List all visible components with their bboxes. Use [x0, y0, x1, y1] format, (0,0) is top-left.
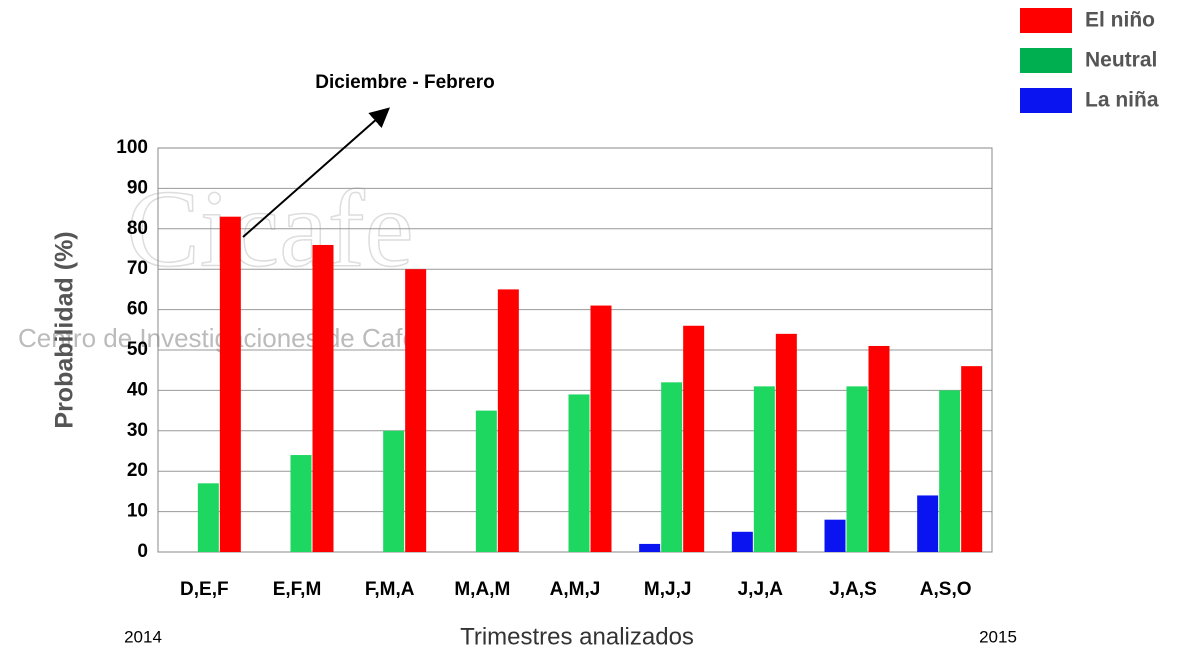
bar	[683, 325, 705, 552]
bar	[961, 366, 983, 552]
bar	[639, 543, 661, 552]
watermark-text: Centro de Investigaciones de Café	[18, 323, 417, 353]
bar	[846, 386, 868, 552]
legend-swatch	[1020, 88, 1072, 113]
bar	[939, 390, 961, 552]
bar	[219, 216, 241, 552]
start-label: 2014	[124, 627, 162, 646]
y-tick-label: 50	[127, 339, 148, 360]
legend-label: El niño	[1085, 9, 1155, 32]
legend-swatch	[1020, 48, 1072, 73]
bar	[731, 531, 753, 552]
y-tick-label: 90	[127, 177, 148, 198]
y-tick-label: 40	[127, 379, 148, 400]
bar	[590, 305, 612, 552]
bar	[568, 394, 590, 552]
bar	[824, 519, 846, 552]
end-label: 2015	[979, 627, 1017, 646]
annotation: Diciembre - Febrero	[315, 72, 495, 93]
x-axis-label: Trimestres analizados	[460, 623, 694, 649]
y-tick-label: 60	[127, 299, 148, 320]
bar	[383, 430, 405, 552]
x-tick-label: A,M,J	[550, 579, 601, 600]
bar	[405, 269, 427, 552]
y-tick-label: 20	[127, 460, 148, 481]
legend-swatch	[1020, 8, 1072, 33]
y-tick-label: 10	[127, 501, 148, 522]
x-tick-label: M,A,M	[454, 579, 510, 600]
y-tick-label: 70	[127, 258, 148, 279]
bar	[290, 455, 312, 552]
y-tick-label: 0	[137, 541, 148, 562]
bar	[917, 495, 939, 552]
legend-label: La niña	[1085, 89, 1159, 112]
y-axis-label: Probabilidad (%)	[51, 231, 79, 428]
y-tick-label: 100	[116, 137, 148, 158]
x-tick-label: J,A,S	[829, 579, 877, 600]
legend-label: Neutral	[1085, 49, 1157, 72]
bar	[197, 483, 219, 552]
x-tick-label: E,F,M	[273, 579, 322, 600]
bar	[775, 333, 797, 552]
bar	[497, 289, 519, 552]
x-tick-label: F,M,A	[365, 579, 415, 600]
y-tick-label: 30	[127, 420, 148, 441]
watermark-logo: Cicafe	[126, 167, 413, 289]
x-tick-label: D,E,F	[180, 579, 229, 600]
annotation-arrow	[242, 107, 390, 238]
bar	[475, 410, 497, 552]
bar	[868, 345, 890, 552]
x-tick-label: A,S,O	[920, 579, 972, 600]
bar	[312, 244, 334, 552]
x-tick-label: M,J,J	[644, 579, 692, 600]
x-tick-label: J,J,A	[738, 579, 784, 600]
y-tick-label: 80	[127, 218, 148, 239]
bar	[661, 382, 683, 552]
bar	[753, 386, 775, 552]
